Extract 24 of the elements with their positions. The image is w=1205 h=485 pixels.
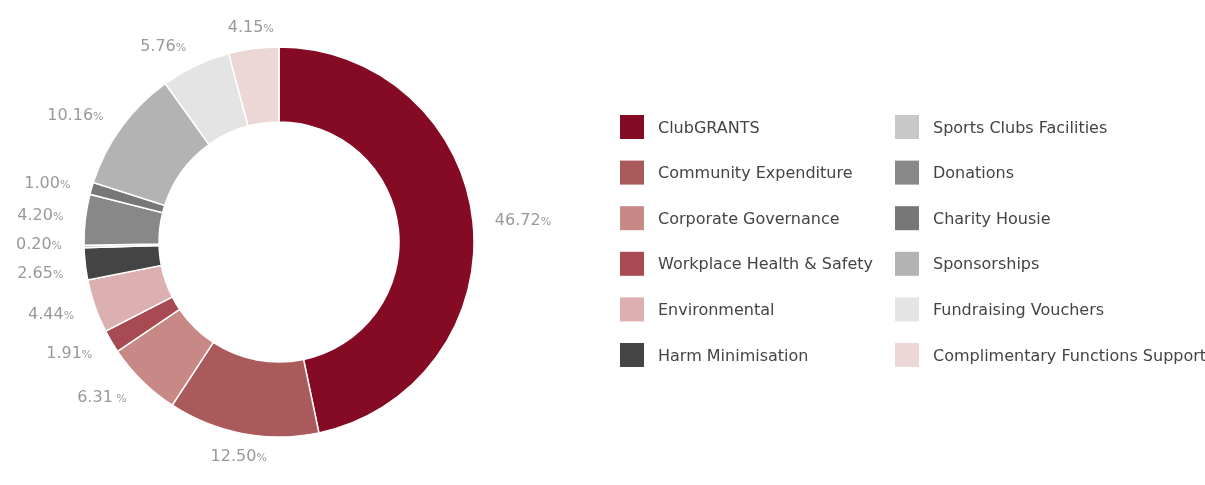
legend-label: Corporate Governance [658,208,840,228]
legend-label: Workplace Health & Safety [658,254,874,274]
data-label: 46.72% [494,210,552,230]
legend-label: Sports Clubs Facilities [933,117,1108,137]
legend-label: Harm Minimisation [658,345,809,365]
data-label: 2.65% [17,263,64,283]
data-label: 5.76% [140,36,187,56]
legend-label: Environmental [658,300,775,319]
legend-label: Charity Housie [933,208,1051,228]
legend-label: Sponsorships [933,254,1040,274]
data-label: 0.20% [15,234,63,254]
legend-label: Fundraising Vouchers [933,300,1105,319]
legend-label: Community Expenditure [658,163,853,183]
data-label: 6.31 % [77,387,127,407]
legend-label: ClubGRANTS [658,117,760,137]
data-label: 4.44% [28,304,75,324]
data-label: 4.15% [227,17,274,37]
legend-label: Complimentary Functions Support [933,345,1205,365]
data-label: 4.20% [17,205,64,225]
data-label: 10.16% [47,104,104,124]
data-label: 12.50% [210,445,267,465]
data-label: 1.91% [46,343,93,363]
legend-label: Donations [933,163,1015,183]
data-label: 1.00% [24,172,71,192]
